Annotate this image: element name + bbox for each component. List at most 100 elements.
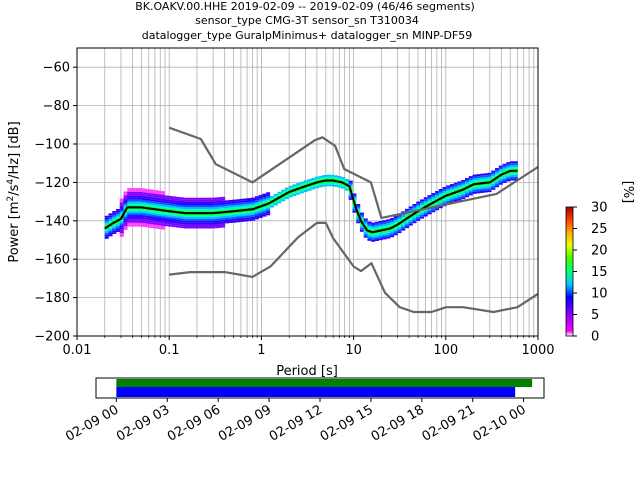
heatmap-cell <box>344 186 349 189</box>
heatmap-cell <box>453 200 458 202</box>
heatmap-cell <box>213 199 218 202</box>
heatmap-cell <box>161 221 166 224</box>
heatmap-cell <box>112 232 117 235</box>
heatmap-cell <box>224 213 229 216</box>
heatmap-cell <box>356 221 361 224</box>
heatmap-cell <box>213 207 218 210</box>
date-tick-label: 02-09 18 <box>369 402 427 444</box>
heatmap-cell <box>487 184 492 187</box>
heatmap-cell <box>491 187 496 190</box>
heatmap-cell <box>502 163 507 166</box>
heatmap-cell <box>149 216 154 219</box>
heatmap-cell <box>134 211 139 214</box>
heatmap-cell <box>416 218 421 221</box>
heatmap-cell <box>142 192 147 195</box>
heatmap-cell <box>168 197 173 200</box>
heatmap-cell <box>149 224 154 227</box>
heatmap-cell <box>382 237 387 240</box>
heatmap-cell <box>251 197 256 200</box>
heatmap-cell <box>153 193 158 196</box>
heatmap-cell <box>228 203 233 206</box>
heatmap-cell <box>322 175 327 177</box>
heatmap-cell <box>198 205 203 208</box>
heatmap-cell <box>273 201 278 204</box>
heatmap-cell <box>149 210 154 213</box>
heatmap-cell <box>213 224 218 227</box>
heatmap-cell <box>243 204 248 207</box>
heatmap-cell <box>138 218 143 221</box>
heatmap-cell <box>198 218 203 221</box>
date-tick-label: 02-09 00 <box>63 402 121 444</box>
heatmap-cell <box>266 207 271 210</box>
heatmap-cell <box>453 196 458 199</box>
heatmap-cell <box>468 176 473 179</box>
heatmap-cell <box>198 220 203 223</box>
heatmap-cell <box>502 169 507 172</box>
heatmap-cell <box>352 193 357 196</box>
heatmap-cell <box>176 225 181 228</box>
heatmap-cell <box>127 188 132 191</box>
heatmap-cell <box>224 208 229 210</box>
heatmap-cell <box>434 191 440 193</box>
date-tick-label: 02-09 12 <box>267 402 325 444</box>
heatmap-cell <box>491 176 496 179</box>
heatmap-cell <box>119 234 124 237</box>
heatmap-cell <box>510 165 515 168</box>
heatmap-cell <box>386 236 391 239</box>
chart-title-line2: sensor_type CMG-3T sensor_sn T310034 <box>195 14 419 27</box>
heatmap-cell <box>217 199 222 202</box>
heatmap-cell <box>138 201 143 204</box>
heatmap-cell <box>457 181 462 184</box>
heatmap-cell <box>363 233 368 236</box>
heatmap-cell <box>367 238 372 241</box>
heatmap-cell <box>236 220 241 223</box>
heatmap-cell <box>116 208 121 211</box>
colorbar-ticks: 0 5 10 15 20 25 30 <box>573 201 608 345</box>
heatmap-cell <box>401 217 406 220</box>
heatmap-cell <box>307 188 312 191</box>
heatmap-cell <box>134 209 139 212</box>
heatmap-cell <box>461 185 466 188</box>
heatmap-cell <box>176 198 181 201</box>
heatmap-cell <box>119 211 124 214</box>
heatmap-cell <box>446 196 451 199</box>
heatmap-cell <box>194 216 199 219</box>
heatmap-cell <box>149 212 154 215</box>
heatmap-cell <box>232 207 237 210</box>
heatmap-cell <box>153 205 158 208</box>
heatmap-cell <box>389 223 395 226</box>
heatmap-cell <box>206 216 211 219</box>
heatmap-cell <box>198 215 203 217</box>
heatmap-cell <box>438 202 443 205</box>
heatmap-cell <box>442 202 447 205</box>
heatmap-cell <box>431 204 436 207</box>
heatmap-cell <box>164 224 169 227</box>
heatmap-cell <box>393 218 398 220</box>
heatmap-cell <box>221 200 226 203</box>
heatmap-cell <box>191 205 196 208</box>
heatmap-cell <box>116 214 121 217</box>
heatmap-cell <box>112 228 117 231</box>
heatmap-cell <box>224 221 229 224</box>
heatmap-cell <box>221 208 226 211</box>
heatmap-cell <box>194 224 199 227</box>
heatmap-cell <box>416 207 421 210</box>
heatmap-cell <box>187 224 192 227</box>
heatmap-cell <box>202 203 207 206</box>
heatmap-cell <box>363 218 368 221</box>
heatmap-cell <box>277 199 282 202</box>
heatmap-cell <box>157 215 162 218</box>
heatmap-cell <box>161 219 166 222</box>
heatmap-cell <box>198 197 203 200</box>
heatmap-cell <box>378 238 383 241</box>
heatmap-cell <box>412 207 417 210</box>
heatmap-cell <box>461 191 466 194</box>
heatmap-cell <box>404 224 410 227</box>
heatmap-cell <box>472 174 477 177</box>
heatmap-cell <box>359 218 364 221</box>
heatmap-cell <box>453 198 458 201</box>
heatmap-cell <box>434 196 440 199</box>
heatmap-cell <box>194 201 199 204</box>
heatmap-cell <box>123 191 128 194</box>
heatmap-cell <box>254 202 259 204</box>
